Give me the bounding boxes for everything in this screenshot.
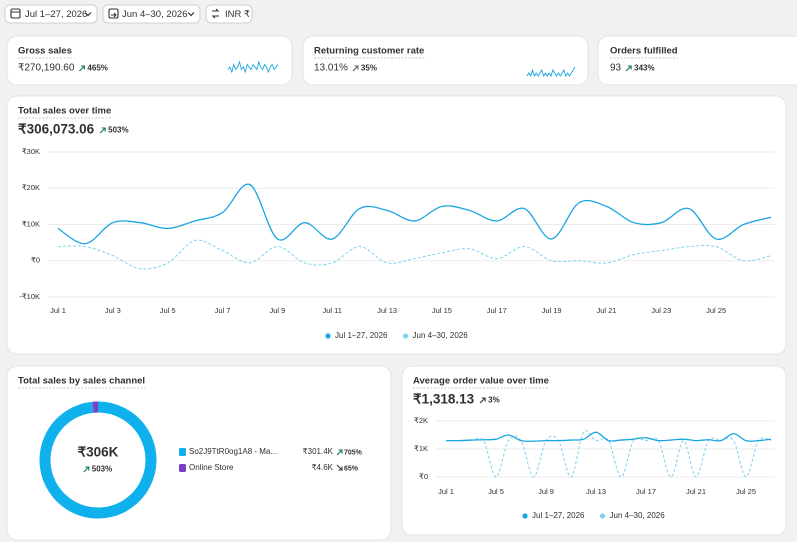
toolbar: Jul 1–27, 2026 Jun 4–30, 2026 INR ₹ <box>4 4 253 24</box>
x-tick-label: Jul 17 <box>636 487 656 496</box>
x-tick-label: Jul 1 <box>438 487 454 496</box>
metric-card[interactable] <box>302 35 589 86</box>
x-tick-label: Jul 9 <box>269 306 285 315</box>
chart-change: 503% <box>108 126 128 135</box>
card-title: Orders fulfilled <box>610 46 678 57</box>
trend-icon <box>336 449 343 456</box>
currency-button[interactable] <box>205 4 253 24</box>
trend-icon <box>99 127 106 134</box>
legend-change: 705% <box>344 449 363 456</box>
x-tick-label: Jul 1 <box>50 306 66 315</box>
x-tick-label: Jul 7 <box>215 306 231 315</box>
y-tick-label: -₹10K <box>19 292 40 301</box>
y-tick-label: ₹0 <box>419 472 428 481</box>
chevron-icon <box>187 12 195 17</box>
date-range-button[interactable] <box>4 4 98 24</box>
calendar-icon <box>10 8 21 19</box>
x-tick-label: Jul 5 <box>488 487 504 496</box>
x-tick-label: Jul 15 <box>432 306 452 315</box>
y-tick-label: ₹20K <box>22 183 40 192</box>
trend-icon <box>625 65 632 72</box>
chart-card <box>401 365 787 536</box>
legend-value: ₹4.6K <box>311 463 333 472</box>
x-tick-label: Jul 21 <box>596 306 616 315</box>
y-tick-label: ₹0 <box>31 256 40 265</box>
legend-marker <box>325 333 331 339</box>
currency: INR ₹ <box>225 9 250 20</box>
legend-label: Online Store <box>189 463 234 472</box>
series-line <box>445 431 772 442</box>
legend-marker <box>179 448 186 456</box>
card-title: Average order value over time <box>413 376 549 387</box>
y-tick-label: ₹2K <box>414 416 428 425</box>
metric-change: 343% <box>634 64 654 73</box>
legend-label: So2J9TtR0og1A8 - Ma... <box>189 447 277 456</box>
chevron-icon <box>84 12 92 17</box>
sparkline <box>526 66 576 78</box>
trend-icon <box>352 65 359 72</box>
x-tick-label: Jul 17 <box>487 306 507 315</box>
card-title: Gross sales <box>18 46 72 57</box>
x-tick-label: Jul 25 <box>736 487 756 496</box>
y-tick-label: ₹30K <box>22 147 40 156</box>
metric-value: 13.01% <box>314 63 348 74</box>
x-tick-label: Jul 25 <box>706 306 726 315</box>
x-tick-label: Jul 13 <box>586 487 606 496</box>
legend-label: Jun 4–30, 2026 <box>413 331 469 340</box>
series-line <box>446 430 772 478</box>
date-range: Jul 1–27, 2026 <box>25 9 87 20</box>
trend-icon <box>79 65 85 72</box>
metric-card[interactable] <box>597 35 797 86</box>
legend-change: 65% <box>344 465 359 472</box>
chart-change: 3% <box>488 396 500 405</box>
legend-marker <box>599 513 606 519</box>
sparkline <box>227 60 279 74</box>
calendar-icon <box>108 8 119 19</box>
metric-value: ₹270,190.60 <box>18 63 75 74</box>
trend-icon <box>83 466 90 473</box>
metric-card[interactable] <box>6 35 293 86</box>
x-tick-label: Jul 9 <box>538 487 554 496</box>
x-tick-label: Jul 19 <box>542 306 562 315</box>
metric-value: 93 <box>610 63 622 74</box>
x-tick-label: Jul 11 <box>322 306 341 315</box>
legend-marker <box>522 513 528 519</box>
card-title: Total sales over time <box>18 106 111 117</box>
x-tick-label: Jul 5 <box>160 306 176 315</box>
comparison-button[interactable] <box>102 4 201 24</box>
legend-marker <box>402 333 409 339</box>
legend-label: Jun 4–30, 2026 <box>610 511 666 520</box>
x-tick-label: Jul 3 <box>105 306 121 315</box>
chart-total: ₹306,073.06 <box>18 122 95 137</box>
x-tick-label: Jul 13 <box>377 306 397 315</box>
metric-change: 35% <box>361 64 377 73</box>
donut-segment <box>39 401 157 519</box>
series-line <box>57 183 772 245</box>
x-tick-label: Jul 21 <box>686 487 706 496</box>
trend-icon <box>479 397 486 404</box>
comparison-range: Jun 4–30, 2026 <box>122 9 188 20</box>
compare-icon <box>111 12 117 18</box>
legend-marker <box>179 464 186 472</box>
legend-label: Jul 1–27, 2026 <box>532 511 585 520</box>
metric-change: 465% <box>87 64 107 73</box>
donut-center-change: 503% <box>92 465 112 474</box>
donut-center-label: ₹306K <box>78 445 119 460</box>
chart-total: ₹1,318.13 <box>413 392 475 407</box>
y-tick-label: ₹10K <box>22 219 40 228</box>
y-tick-label: ₹1K <box>414 444 428 453</box>
series-line <box>57 239 772 270</box>
legend-value: ₹301.4K <box>303 447 334 456</box>
card-title: Total sales by sales channel <box>18 376 145 387</box>
legend-label: Jul 1–27, 2026 <box>335 331 388 340</box>
card-title: Returning customer rate <box>314 46 424 57</box>
trend-icon <box>336 464 343 471</box>
currency-icon <box>211 8 220 19</box>
x-tick-label: Jul 23 <box>651 306 671 315</box>
